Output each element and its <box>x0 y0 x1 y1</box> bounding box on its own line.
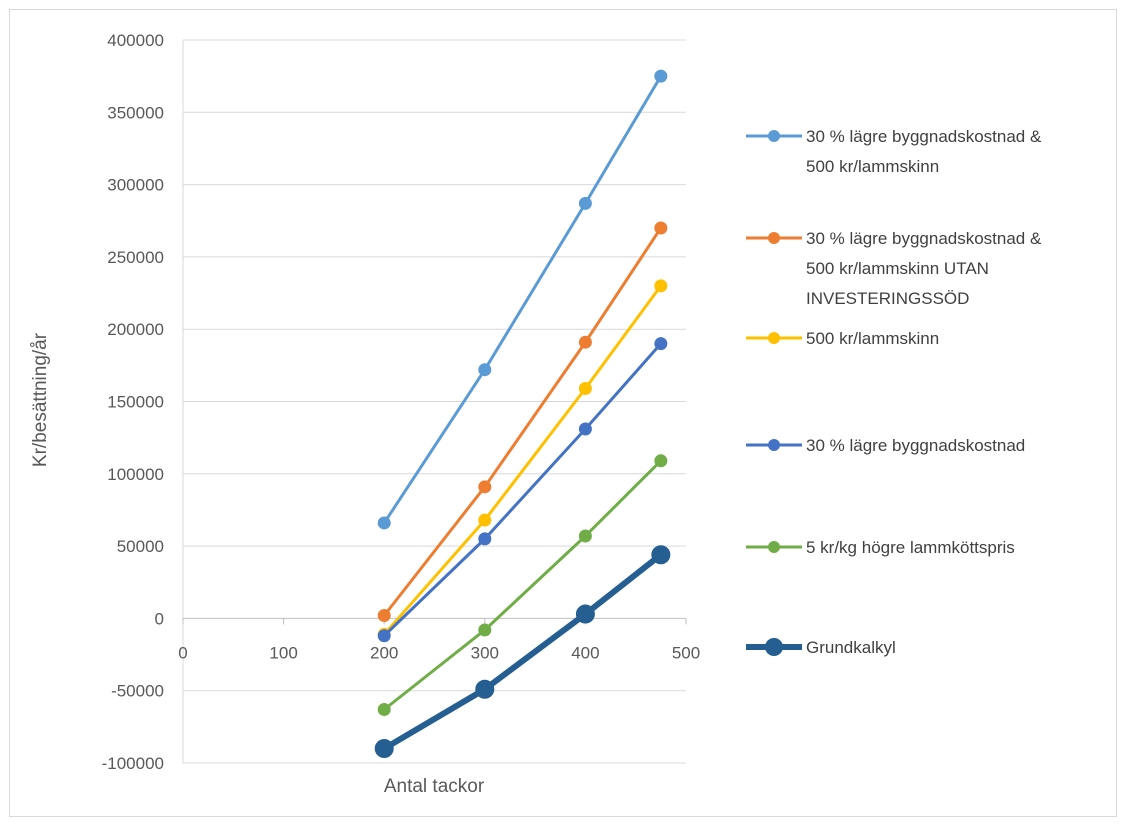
y-tick-label: 150000 <box>107 393 164 412</box>
legend-label: 5 kr/kg högre lammköttspris <box>806 538 1015 557</box>
data-point <box>578 529 592 543</box>
legend-label: 30 % lägre byggnadskostnad <box>806 436 1025 455</box>
y-tick-label: 100000 <box>107 465 164 484</box>
data-point <box>654 454 668 468</box>
series-2 <box>377 221 668 623</box>
data-point <box>578 335 592 349</box>
x-tick-label: 300 <box>471 643 499 662</box>
data-point <box>475 679 495 699</box>
legend-label: 500 kr/lammskinn UTAN <box>806 259 989 278</box>
data-point <box>578 422 592 436</box>
data-point <box>478 363 492 377</box>
data-point <box>651 545 671 565</box>
data-point <box>654 337 668 351</box>
y-axis-title: Kr/besättning/år <box>30 332 51 467</box>
chart-area <box>9 9 1117 817</box>
legend-entry: 30 % lägre byggnadskostnad <box>746 436 1025 455</box>
series-line <box>382 226 663 618</box>
y-tick-label: 400000 <box>107 31 164 50</box>
gridlines <box>183 39 686 764</box>
x-axis-title: Antal tackor <box>384 776 485 797</box>
legend-marker <box>768 130 780 142</box>
y-tick-label: 50000 <box>117 537 164 556</box>
legend-entry: Grundkalkyl <box>746 638 896 657</box>
data-point <box>578 381 592 395</box>
y-tick-label: 0 <box>155 609 164 628</box>
series-line <box>382 342 663 638</box>
x-tick-label: 0 <box>178 643 187 662</box>
legend-label: Grundkalkyl <box>806 638 896 657</box>
plot-area-series <box>374 69 671 759</box>
data-point <box>377 609 391 623</box>
legend-label: 30 % lägre byggnadskostnad & <box>806 229 1042 248</box>
axes: -100000 -50000 0 50000 100000 150000 200000 250… <box>102 31 701 773</box>
data-point <box>374 739 394 759</box>
data-point <box>377 516 391 530</box>
x-tick-label: 200 <box>370 643 398 662</box>
x-tick-label: 500 <box>672 643 700 662</box>
data-point <box>478 623 492 637</box>
series-line <box>382 74 663 525</box>
legend-label: INVESTERINGSSÖD <box>806 289 969 308</box>
series-4 <box>377 337 668 643</box>
series-1 <box>377 69 668 530</box>
y-tick-label: 250000 <box>107 248 164 267</box>
series-line <box>382 284 663 636</box>
legend-marker <box>765 638 783 656</box>
x-tick-label: 400 <box>571 643 599 662</box>
data-point <box>478 513 492 527</box>
data-point <box>478 532 492 546</box>
data-point <box>575 604 595 624</box>
y-tick-label: -50000 <box>111 682 164 701</box>
legend-label: 30 % lägre byggnadskostnad & <box>806 127 1042 146</box>
legend-label: 500 kr/lammskinn <box>806 157 939 176</box>
data-point <box>377 702 391 716</box>
data-point <box>478 480 492 494</box>
legend-entry: 500 kr/lammskinn <box>746 329 939 348</box>
legend-entry: 30 % lägre byggnadskostnad & 500 kr/lamms… <box>746 229 1042 308</box>
series-5 <box>377 454 668 716</box>
y-tick-label: 200000 <box>107 320 164 339</box>
y-tick-label: -100000 <box>102 754 164 773</box>
legend-label: 500 kr/lammskinn <box>806 329 939 348</box>
legend-entry: 5 kr/kg högre lammköttspris <box>746 538 1015 557</box>
series-line <box>381 551 664 752</box>
data-point <box>654 69 668 83</box>
legend-marker <box>768 439 780 451</box>
legend-marker <box>768 332 780 344</box>
data-point <box>654 279 668 293</box>
legend: 30 % lägre byggnadskostnad & 500 kr/lamms… <box>746 127 1042 657</box>
legend-marker <box>768 232 780 244</box>
x-tick-label: 100 <box>269 643 297 662</box>
legend-marker <box>768 541 780 553</box>
series-line <box>382 459 663 711</box>
legend-entry: 30 % lägre byggnadskostnad & 500 kr/lamms… <box>746 127 1042 176</box>
y-tick-label: 350000 <box>107 103 164 122</box>
data-point <box>377 629 391 643</box>
y-tick-label: 300000 <box>107 176 164 195</box>
data-point <box>578 196 592 210</box>
data-point <box>654 221 668 235</box>
series-6 <box>374 545 671 759</box>
